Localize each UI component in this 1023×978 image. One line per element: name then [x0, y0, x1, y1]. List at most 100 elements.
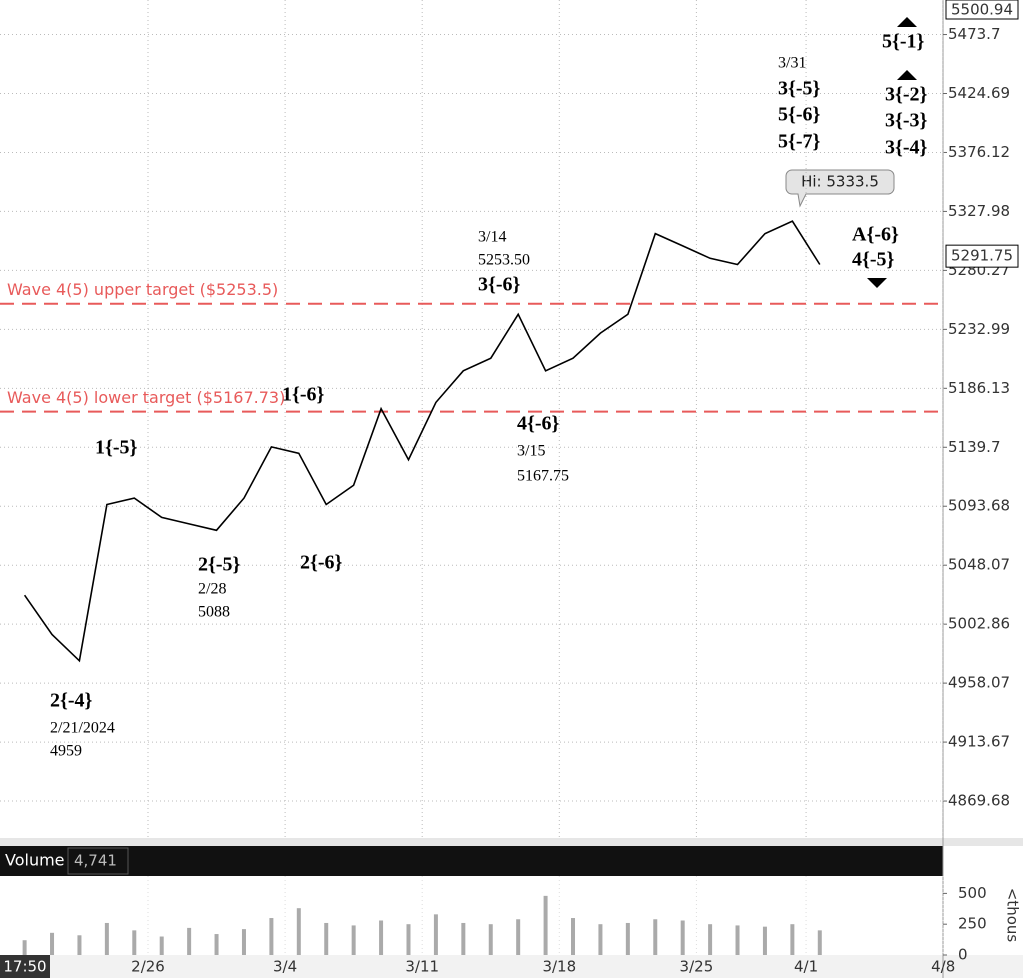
last-price: 5291.75: [951, 247, 1013, 265]
wave-note: 3/15: [517, 443, 545, 460]
wave-note: 3/14: [478, 229, 506, 246]
time-box: [0, 955, 50, 978]
y-tick-label: 5002.86: [948, 615, 1010, 633]
wave-label: 3{-5}: [778, 78, 821, 100]
volume-bar: [543, 895, 548, 955]
top-price: 5500.94: [951, 1, 1013, 19]
volume-bar: [379, 920, 384, 955]
volume-bar: [214, 934, 219, 955]
y-tick-label: 5376.12: [948, 143, 1010, 161]
y-tick-label: 4958.07: [948, 674, 1010, 692]
wave-note: 5167.75: [517, 468, 569, 485]
volume-header: [0, 846, 943, 876]
y-tick-label: 5473.7: [948, 25, 1001, 43]
wave-label: 3{-4}: [885, 137, 928, 159]
volume-value-box: [67, 847, 129, 875]
wave-label: 5{-1}: [882, 31, 925, 53]
wave-note: 2/21/2024: [50, 720, 115, 737]
volume-bar: [571, 918, 576, 955]
wave-note: 2/28: [198, 581, 226, 598]
volume-bar: [406, 924, 411, 955]
volume-tick-label: 250: [958, 915, 987, 933]
top-price-box: [945, 0, 1019, 20]
y-tick-label: 5048.07: [948, 556, 1010, 574]
wave-label: 3{-2}: [885, 84, 928, 106]
wave-label: 2{-4}: [50, 690, 93, 712]
x-axis-strip: [0, 955, 1023, 978]
x-tick-label: 2/26: [131, 958, 165, 976]
wave-label: A{-6}: [852, 224, 899, 246]
x-tick-label: 3/25: [680, 958, 714, 976]
up-arrow: [897, 70, 917, 80]
wave-note: 4959: [50, 743, 82, 760]
wave-label: 5{-6}: [778, 104, 821, 126]
down-arrow: [867, 278, 887, 288]
volume-bar: [790, 924, 795, 955]
x-tick-label: 3/4: [273, 958, 297, 976]
wave-label: 3{-6}: [478, 274, 521, 296]
volume-bar: [625, 922, 630, 955]
x-tick-label: 4/8: [931, 958, 955, 976]
y-tick-label: 5186.13: [948, 379, 1010, 397]
volume-bar: [653, 919, 658, 955]
volume-bar: [22, 940, 27, 955]
wave-note: 5253.50: [478, 252, 530, 269]
high-bubble: [785, 169, 895, 208]
volume-bar: [817, 930, 822, 955]
y-tick-label: 5093.68: [948, 497, 1010, 515]
volume-bar: [762, 926, 767, 955]
wave-label: 5{-7}: [778, 131, 821, 153]
y-tick-label: 5327.98: [948, 202, 1010, 220]
volume-bar: [461, 922, 466, 955]
wave-label: 4{-5}: [852, 249, 895, 271]
volume-bar: [77, 935, 82, 955]
wave-label: 1{-5}: [95, 437, 138, 459]
volume-bar: [50, 932, 55, 955]
volume-unit: <thous: [1004, 888, 1022, 943]
volume-bar: [104, 922, 109, 955]
volume-bar: [433, 914, 438, 955]
volume-bar: [598, 924, 603, 955]
wave-label: 2{-5}: [198, 554, 241, 576]
up-arrow: [897, 17, 917, 27]
volume-bar: [187, 927, 192, 955]
volume-label: Volume: [5, 851, 65, 870]
volume-current: 4,741: [74, 852, 117, 870]
x-tick-label: 3/11: [405, 958, 439, 976]
volume-tick-label: 0: [958, 946, 968, 964]
target-label: Wave 4(5) lower target ($5167.73): [7, 388, 285, 407]
price-line: [23, 220, 821, 663]
volume-bar: [324, 922, 329, 955]
wave-label: 3{-3}: [885, 110, 928, 132]
volume-bar: [351, 925, 356, 955]
wave-label: 4{-6}: [517, 413, 560, 435]
volume-bar: [735, 925, 740, 955]
y-tick-label: 4913.67: [948, 733, 1010, 751]
wave-note: 3/31: [778, 55, 806, 72]
volume-tick-label: 500: [958, 884, 987, 902]
panel-separator: [0, 838, 1023, 846]
volume-bar: [488, 924, 493, 955]
volume-bar: [159, 936, 164, 955]
y-tick-label: 5139.7: [948, 438, 1001, 456]
volume-bar: [132, 930, 137, 955]
volume-bar: [708, 924, 713, 955]
volume-bar: [296, 908, 301, 955]
wave-note: 5088: [198, 604, 230, 621]
x-tick-label: 3/18: [542, 958, 576, 976]
x-tick-label: 4/1: [794, 958, 818, 976]
time-label: 17:50: [3, 958, 46, 976]
target-label: Wave 4(5) upper target ($5253.5): [7, 280, 278, 299]
volume-bar: [516, 919, 521, 955]
volume-bar: [241, 929, 246, 955]
y-tick-label: 5424.69: [948, 84, 1010, 102]
volume-bar: [680, 920, 685, 955]
y-tick-label: 4869.68: [948, 792, 1010, 810]
wave-label: 1{-6}: [282, 384, 325, 406]
wave-label: 2{-6}: [300, 552, 343, 574]
y-tick-label: 5232.99: [948, 320, 1010, 338]
last-price-box: [945, 244, 1019, 268]
high-label: Hi: 5333.5: [801, 173, 879, 191]
